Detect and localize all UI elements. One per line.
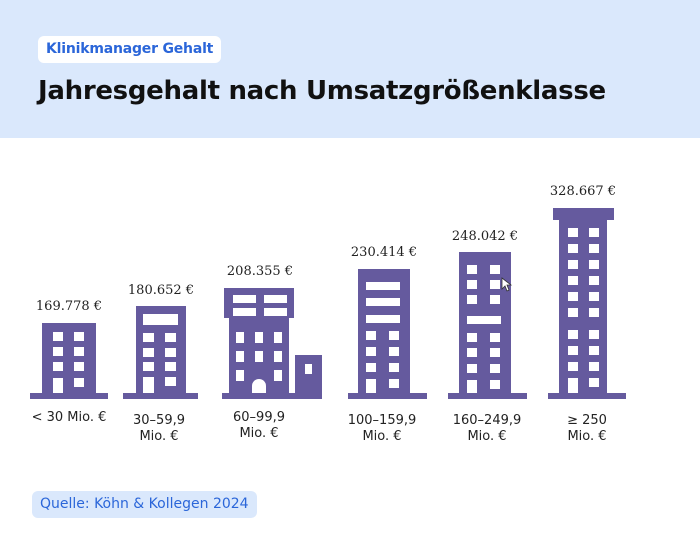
- topic-tag: Klinikmanager Gehalt: [38, 36, 222, 63]
- page-title: Jahresgehalt nach Umsatzgrößenklasse: [38, 76, 606, 106]
- building-chart: 169.778 € 180.652 € 208.355 € 230.414 € …: [0, 138, 700, 478]
- building-icon-5: [448, 252, 527, 399]
- value-label-2: 180.652 €: [127, 283, 195, 298]
- value-label-4: 230.414 €: [350, 245, 418, 260]
- category-label-6: ≥ 250 Mio. €: [567, 413, 607, 444]
- source-badge: Quelle: Köhn & Kollegen 2024: [32, 491, 257, 518]
- value-label-3: 208.355 €: [226, 264, 294, 279]
- category-label-3: 60–99,9 Mio. €: [233, 410, 285, 441]
- mouse-cursor-icon: [501, 277, 513, 292]
- value-label-6: 328.667 €: [549, 184, 617, 199]
- category-label-1: < 30 Mio. €: [31, 410, 107, 425]
- value-label-5: 248.042 €: [451, 229, 519, 244]
- building-icon-3: [222, 288, 322, 399]
- category-label-4: 100–159,9 Mio. €: [347, 413, 417, 444]
- category-label-5: 160–249,9 Mio. €: [452, 413, 522, 444]
- header-banner: Klinikmanager Gehalt Jahresgehalt nach U…: [0, 0, 700, 138]
- buildings-graphic: [30, 208, 626, 399]
- building-icon-1: [30, 323, 108, 399]
- building-icon-6: [548, 208, 626, 399]
- category-label-2: 30–59,9 Mio. €: [133, 413, 185, 444]
- value-label-1: 169.778 €: [35, 299, 103, 314]
